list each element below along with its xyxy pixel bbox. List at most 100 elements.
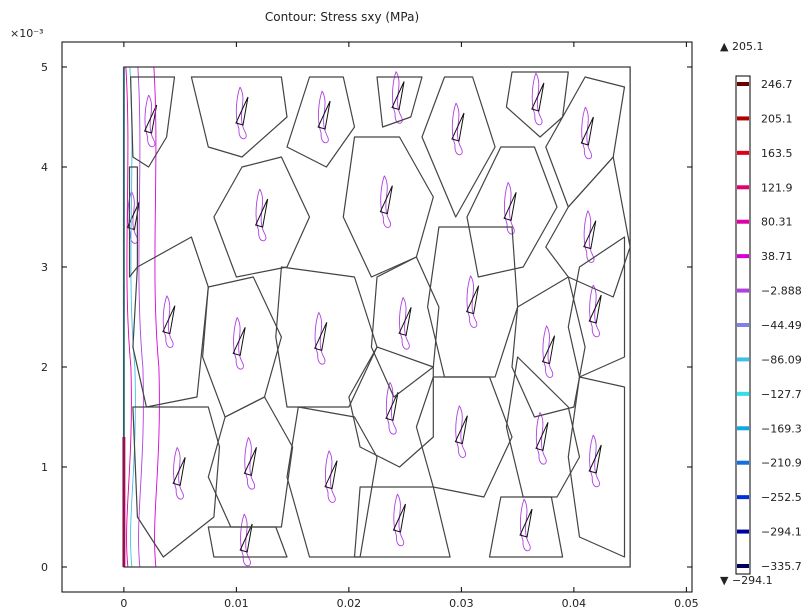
contour-line bbox=[542, 325, 554, 378]
legend-label: 163.5 bbox=[761, 147, 793, 160]
grain-boundary bbox=[275, 266, 378, 408]
contour-line bbox=[399, 297, 410, 350]
contour-line bbox=[127, 191, 139, 244]
contour-line bbox=[588, 294, 602, 324]
x-tick-label: 0.01 bbox=[224, 597, 249, 610]
legend-label: 38.71 bbox=[761, 250, 793, 263]
legend-swatch bbox=[737, 529, 749, 534]
contour-line bbox=[314, 312, 326, 365]
legend-swatch bbox=[737, 460, 749, 465]
contour-line bbox=[535, 412, 547, 465]
contour-line bbox=[541, 335, 556, 365]
legend-label: 121.9 bbox=[761, 181, 793, 194]
legend-label: −86.09 bbox=[761, 353, 802, 366]
contour-line bbox=[451, 112, 465, 142]
y-tick-label: 0 bbox=[41, 561, 48, 574]
legend-label: 205.1 bbox=[761, 112, 793, 125]
legend-label: −335.7 bbox=[761, 560, 802, 573]
legend-swatch bbox=[737, 564, 749, 568]
contour-line bbox=[454, 415, 468, 445]
contour-line bbox=[233, 317, 244, 370]
contour-line bbox=[173, 447, 184, 500]
contour-line bbox=[144, 94, 156, 148]
grain-boundary bbox=[567, 376, 626, 558]
contour-line bbox=[519, 498, 531, 552]
grain-boundary bbox=[132, 236, 209, 408]
legend-swatch bbox=[737, 357, 749, 362]
y-tick-label: 4 bbox=[41, 161, 48, 174]
grain-boundary bbox=[415, 376, 513, 498]
legend-label: −294.1 bbox=[761, 526, 802, 539]
contour-line bbox=[162, 305, 176, 335]
legend-swatch bbox=[737, 391, 749, 396]
legend-swatch bbox=[737, 185, 749, 190]
legend-label: −169.3 bbox=[761, 422, 802, 435]
contour-line bbox=[314, 322, 328, 351]
chart-title: Contour: Stress sxy (MPa) bbox=[265, 10, 419, 24]
legend-label: 80.31 bbox=[761, 216, 793, 229]
legend-label: −127.7 bbox=[761, 388, 802, 401]
grain-boundary bbox=[421, 76, 496, 218]
contour-line bbox=[324, 460, 338, 490]
contour-line bbox=[129, 66, 136, 568]
contour-line bbox=[589, 284, 600, 338]
contour-line bbox=[243, 447, 257, 476]
y-exponent-label: ×10⁻³ bbox=[10, 27, 43, 40]
contour-line bbox=[580, 116, 594, 146]
contour-line bbox=[503, 192, 517, 221]
y-tick-label: 1 bbox=[41, 461, 48, 474]
contour-line bbox=[239, 523, 253, 553]
legend-min-label: ▼ −294.1 bbox=[720, 574, 773, 587]
contour-line bbox=[137, 66, 144, 568]
contour-line bbox=[153, 66, 160, 568]
grain-boundary bbox=[207, 526, 288, 558]
contour-line bbox=[393, 493, 405, 547]
legend-label: −252.5 bbox=[761, 491, 802, 504]
legend-swatch bbox=[737, 288, 749, 293]
contour-line bbox=[162, 295, 174, 348]
grain-boundary bbox=[376, 76, 423, 128]
contour-line bbox=[531, 82, 545, 112]
contour-line bbox=[379, 185, 393, 215]
grain-boundary bbox=[488, 496, 564, 558]
grain-boundary bbox=[511, 276, 586, 418]
contour-line bbox=[465, 285, 480, 315]
contour-line bbox=[125, 66, 132, 568]
color-legend: ▲ 205.1 ▼ −294.1 246.7 205.1 163.5 121.9 80.… bbox=[720, 40, 802, 587]
legend-swatch bbox=[737, 82, 749, 86]
contour-line bbox=[254, 198, 269, 228]
contour-line bbox=[324, 450, 336, 503]
domain-boundary bbox=[123, 66, 631, 568]
legend-swatch bbox=[737, 116, 749, 121]
contour-line bbox=[589, 434, 600, 488]
legend-swatch bbox=[737, 323, 749, 327]
contour-line bbox=[385, 382, 397, 435]
y-tick-label: 5 bbox=[41, 61, 48, 74]
legend-swatch bbox=[737, 495, 749, 500]
legend-label: −210.9 bbox=[761, 457, 802, 470]
grain-boundary bbox=[132, 406, 221, 558]
contour-line bbox=[392, 503, 406, 533]
contour-line bbox=[235, 96, 249, 126]
legend-swatch bbox=[737, 426, 749, 431]
contour-line bbox=[588, 444, 602, 474]
contour-line bbox=[531, 72, 543, 126]
grain-boundary bbox=[466, 146, 558, 278]
contour-line bbox=[380, 175, 391, 228]
contour-line bbox=[581, 106, 592, 160]
contour-line bbox=[318, 90, 329, 144]
grain-boundary bbox=[213, 156, 311, 278]
contour-line bbox=[240, 513, 251, 567]
contour-line bbox=[317, 100, 331, 130]
contour-line bbox=[244, 437, 256, 490]
y-tick-label: 3 bbox=[41, 261, 48, 274]
x-tick-label: 0.02 bbox=[337, 597, 362, 610]
contour-line bbox=[455, 405, 466, 458]
x-tick-label: 0 bbox=[120, 597, 127, 610]
grain-boundary bbox=[348, 346, 434, 468]
contour-line bbox=[519, 508, 533, 538]
contour-line bbox=[583, 220, 597, 250]
contour-line bbox=[451, 102, 463, 156]
grain-boundary bbox=[190, 76, 288, 158]
grain-boundary bbox=[207, 396, 294, 528]
